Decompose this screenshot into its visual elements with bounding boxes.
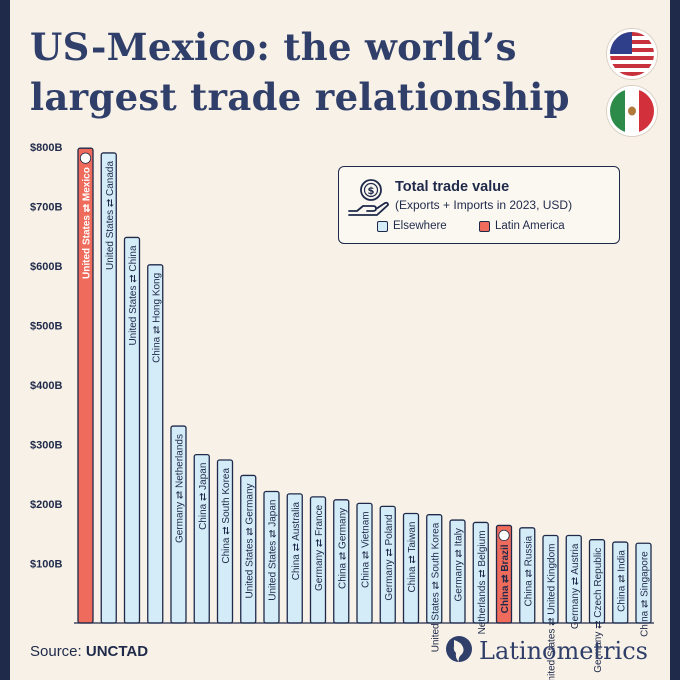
mexico-flag-icon: [607, 86, 657, 136]
y-tick-label: $300B: [30, 440, 62, 452]
bar-label: Germany ⇄ Czech Republic: [593, 548, 604, 673]
bar-label: Netherlands ⇄ Belgium: [477, 530, 488, 634]
source-value: UNCTAD: [85, 643, 149, 660]
bar-label: China ⇄ Japan: [198, 463, 209, 530]
page-title: US-Mexico: the world’s largest trade rel…: [30, 25, 570, 119]
y-tick-label: $600B: [30, 261, 62, 273]
bar-label: Germany ⇄ Austria: [570, 543, 581, 629]
legend-label-latin-america: Latin America: [495, 220, 565, 232]
bar-label: United States ⇄ United Kingdom: [547, 544, 558, 680]
brand-name: Latinometrics: [479, 637, 648, 665]
y-tick-label: $700B: [30, 202, 62, 214]
legend-label-elsewhere: Elsewhere: [393, 220, 447, 232]
bar-label: China ⇄ Hong Kong: [151, 273, 162, 363]
brand-logo: Latinometrics: [445, 634, 648, 669]
bar-label: China ⇄ India: [616, 550, 627, 612]
bar-label: Germany ⇄ France: [314, 504, 325, 591]
bar-label: China ⇄ Australia: [291, 501, 302, 580]
legend-item-latin-america: Latin America: [479, 220, 565, 232]
us-flag-icon: [607, 29, 657, 79]
bar-label: Germany ⇄ Netherlands: [175, 434, 186, 543]
bar-label: China ⇄ Vietnam: [361, 511, 372, 588]
bar-label: China ⇄ Brazil: [500, 544, 511, 613]
legend-swatch-latin-america: [479, 220, 490, 232]
bar-label: China ⇄ South Korea: [221, 468, 232, 564]
legend-subtitle: (Exports + Imports in 2023, USD): [395, 198, 573, 212]
svg-text:$: $: [368, 186, 375, 197]
brazil-badge-icon: [498, 529, 510, 542]
bar-label: China ⇄ Taiwan: [407, 522, 418, 593]
money-hand-icon: $: [347, 177, 391, 226]
bar-label: Germany ⇄ Poland: [384, 514, 395, 600]
bar-label: United States ⇄ Mexico: [82, 167, 93, 279]
y-tick-label: $800B: [30, 142, 62, 154]
source-label: Source:: [30, 643, 82, 660]
bar-label: United States ⇄ Japan: [268, 500, 279, 601]
legend-swatch-elsewhere: [377, 220, 388, 232]
latinometrics-logo-icon: [445, 634, 473, 669]
chart-legend: $ Total trade value (Exports + Imports i…: [338, 166, 620, 244]
source-note: Source: UNCTAD: [30, 643, 148, 660]
y-tick-label: $500B: [30, 321, 62, 333]
y-tick-label: $100B: [30, 559, 62, 571]
bar-label: United States ⇄ Germany: [244, 483, 255, 598]
bar-label: China ⇄ Russia: [523, 535, 534, 606]
bar-label: Germany ⇄ Italy: [454, 528, 465, 601]
bar-label: China ⇄ Germany: [337, 508, 348, 589]
y-tick-label: $400B: [30, 380, 62, 392]
y-tick-label: $200B: [30, 499, 62, 511]
legend-title: Total trade value: [395, 179, 510, 195]
bar-label: United States ⇄ China: [128, 245, 139, 346]
legend-item-elsewhere: Elsewhere: [377, 220, 447, 232]
bar-label: China ⇄ Singapore: [640, 551, 651, 637]
mexico-badge-icon: [79, 152, 92, 164]
bar-label: United States ⇄ South Korea: [430, 522, 441, 652]
bar-label: United States ⇄ Canada: [105, 161, 116, 270]
